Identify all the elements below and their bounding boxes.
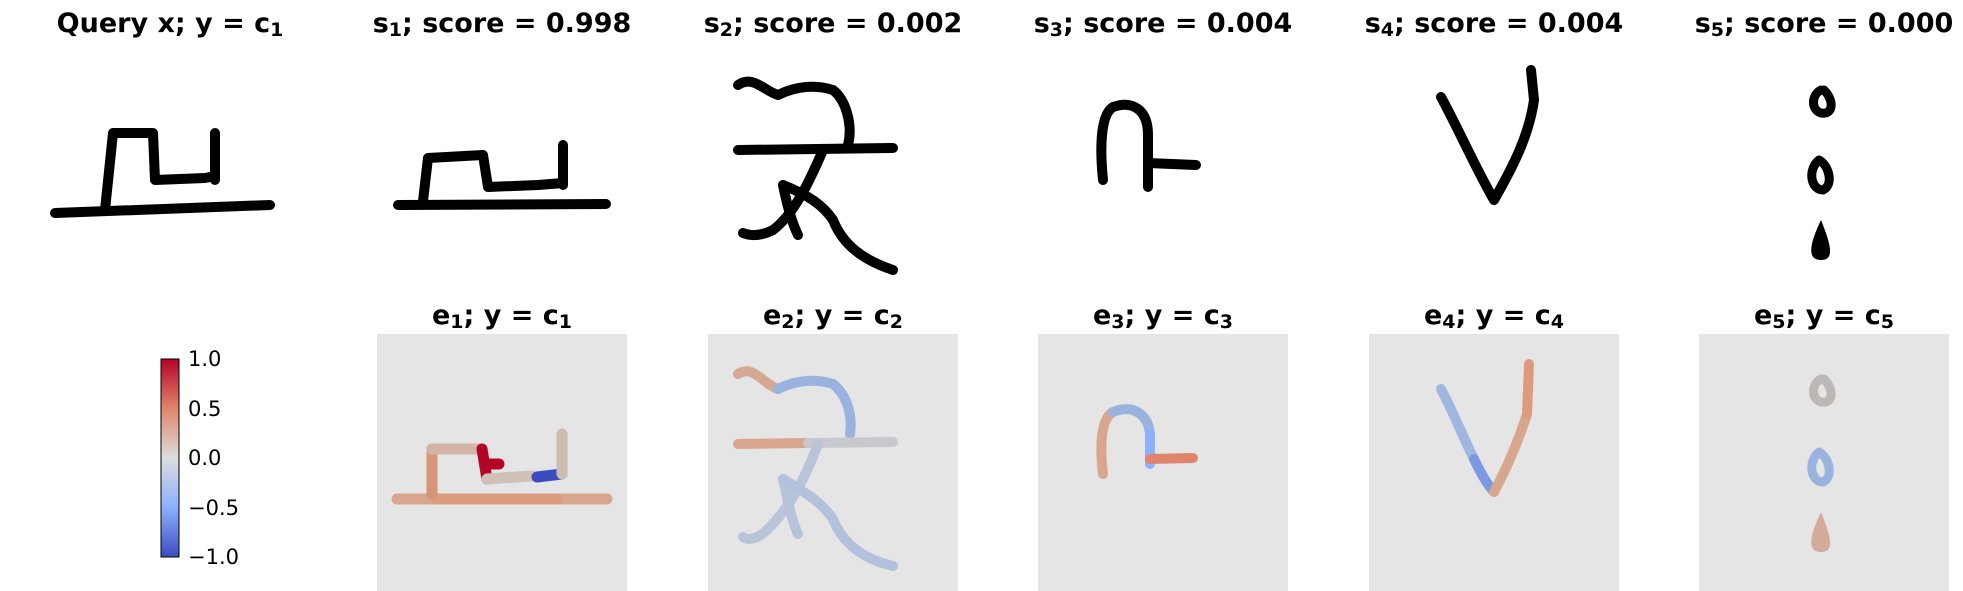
support-glyph-4 [1436,65,1539,205]
explanation-title-2: e2; y = c2 [762,300,904,333]
query-title: Query x; y = c1 [56,8,284,41]
colorbar-tick: −1.0 [188,545,239,569]
colorbar-tick: 1.0 [188,347,222,371]
support-title-5: s5; score = 0.000 [1694,8,1954,41]
support-glyph-2 [733,76,898,275]
colorbar-tick: 0.0 [188,446,222,470]
support-title-1: s1; score = 0.998 [372,8,632,41]
explanation-map-3 [1038,334,1288,591]
colorbar [160,358,180,558]
support-title-4: s4; score = 0.004 [1364,8,1624,41]
explanation-title-4: e4; y = c4 [1423,300,1565,333]
explanation-title-5: e5; y = c5 [1753,300,1895,333]
support-glyph-1 [393,140,611,210]
support-title-3: s3; score = 0.004 [1033,8,1293,41]
explanation-title-3: e3; y = c3 [1092,300,1234,333]
explanation-map-5 [1699,334,1949,591]
support-glyph-5 [1807,85,1836,260]
explanation-map-1 [377,334,627,591]
explanation-map-4 [1369,334,1619,591]
support-title-2: s2; score = 0.002 [703,8,963,41]
colorbar-tick: −0.5 [188,496,239,520]
query-glyph-image [50,128,275,218]
explanation-title-1: e1; y = c1 [431,300,573,333]
colorbar-tick: 0.5 [188,397,222,421]
explanation-map-2 [708,334,958,591]
support-glyph-3 [1096,99,1201,192]
